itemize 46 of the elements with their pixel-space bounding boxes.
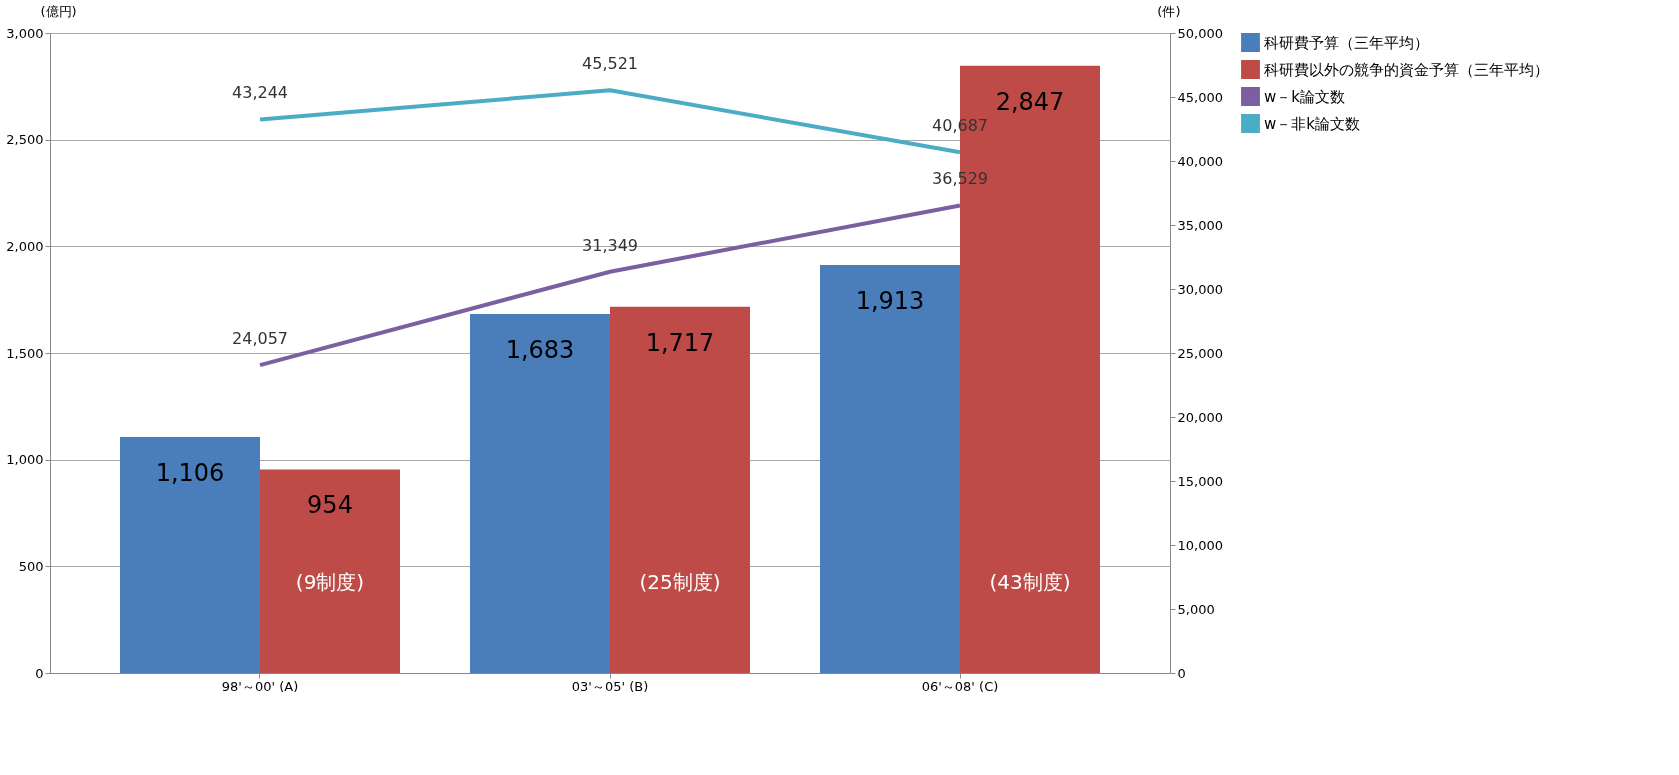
data-label: 1,717 [645,328,715,357]
data-label: 45,521 [582,54,638,74]
y-tick-label: 1,500 [6,345,44,361]
annotation: (25制度) [639,570,721,594]
y2-tick-label: 5,000 [1177,601,1215,617]
data-label: 2,847 [995,87,1065,116]
annotation: (9制度) [295,570,365,594]
data-label: 36,529 [932,169,988,189]
bar [820,264,960,673]
y-tick-label: 1,000 [6,452,44,468]
data-label: 1,913 [855,286,925,315]
annotation: (43制度) [989,570,1071,594]
y-tick-label: 3,000 [6,25,44,41]
y2-tick-label: 0 [1177,665,1186,681]
x-tick-label: 06'～08' (C) [921,678,999,694]
y2-axis-title: (件) [1157,3,1181,19]
y2-tick-label: 10,000 [1177,537,1223,553]
y-tick-label: 0 [35,665,44,681]
y2-tick-label: 45,000 [1177,89,1223,105]
data-label: 31,349 [582,235,638,255]
bar [120,437,260,673]
bar [470,313,610,673]
legend-label: w－k論文数 [1264,87,1345,106]
y-tick-label: 500 [18,558,44,574]
x-tick-label: 03'～05' (B) [571,678,649,694]
y-tick-label: 2,000 [6,238,44,254]
y2-tick-label: 30,000 [1177,281,1223,297]
y2-tick-label: 20,000 [1177,409,1223,425]
y2-tick-label: 25,000 [1177,345,1223,361]
bar [610,306,750,673]
data-label: 43,244 [232,83,288,103]
data-label: 1,683 [505,335,575,364]
y-tick-label: 2,500 [6,132,44,148]
y2-tick-label: 15,000 [1177,473,1223,489]
legend-label: 科研費予算（三年平均） [1264,33,1429,52]
bar [260,469,400,673]
data-label: 954 [307,491,353,520]
y2-tick-label: 35,000 [1177,217,1223,233]
y-axis-title: (億円) [40,3,77,19]
data-label: 1,106 [155,459,225,488]
y2-tick-label: 50,000 [1177,25,1223,41]
legend-label: 科研費以外の競争的資金予算（三年平均） [1264,60,1549,79]
y2-tick-label: 40,000 [1177,153,1223,169]
legend-label: w－非k論文数 [1264,114,1360,133]
data-label: 24,057 [232,329,288,349]
x-tick-label: 98'～00' (A) [221,678,299,694]
